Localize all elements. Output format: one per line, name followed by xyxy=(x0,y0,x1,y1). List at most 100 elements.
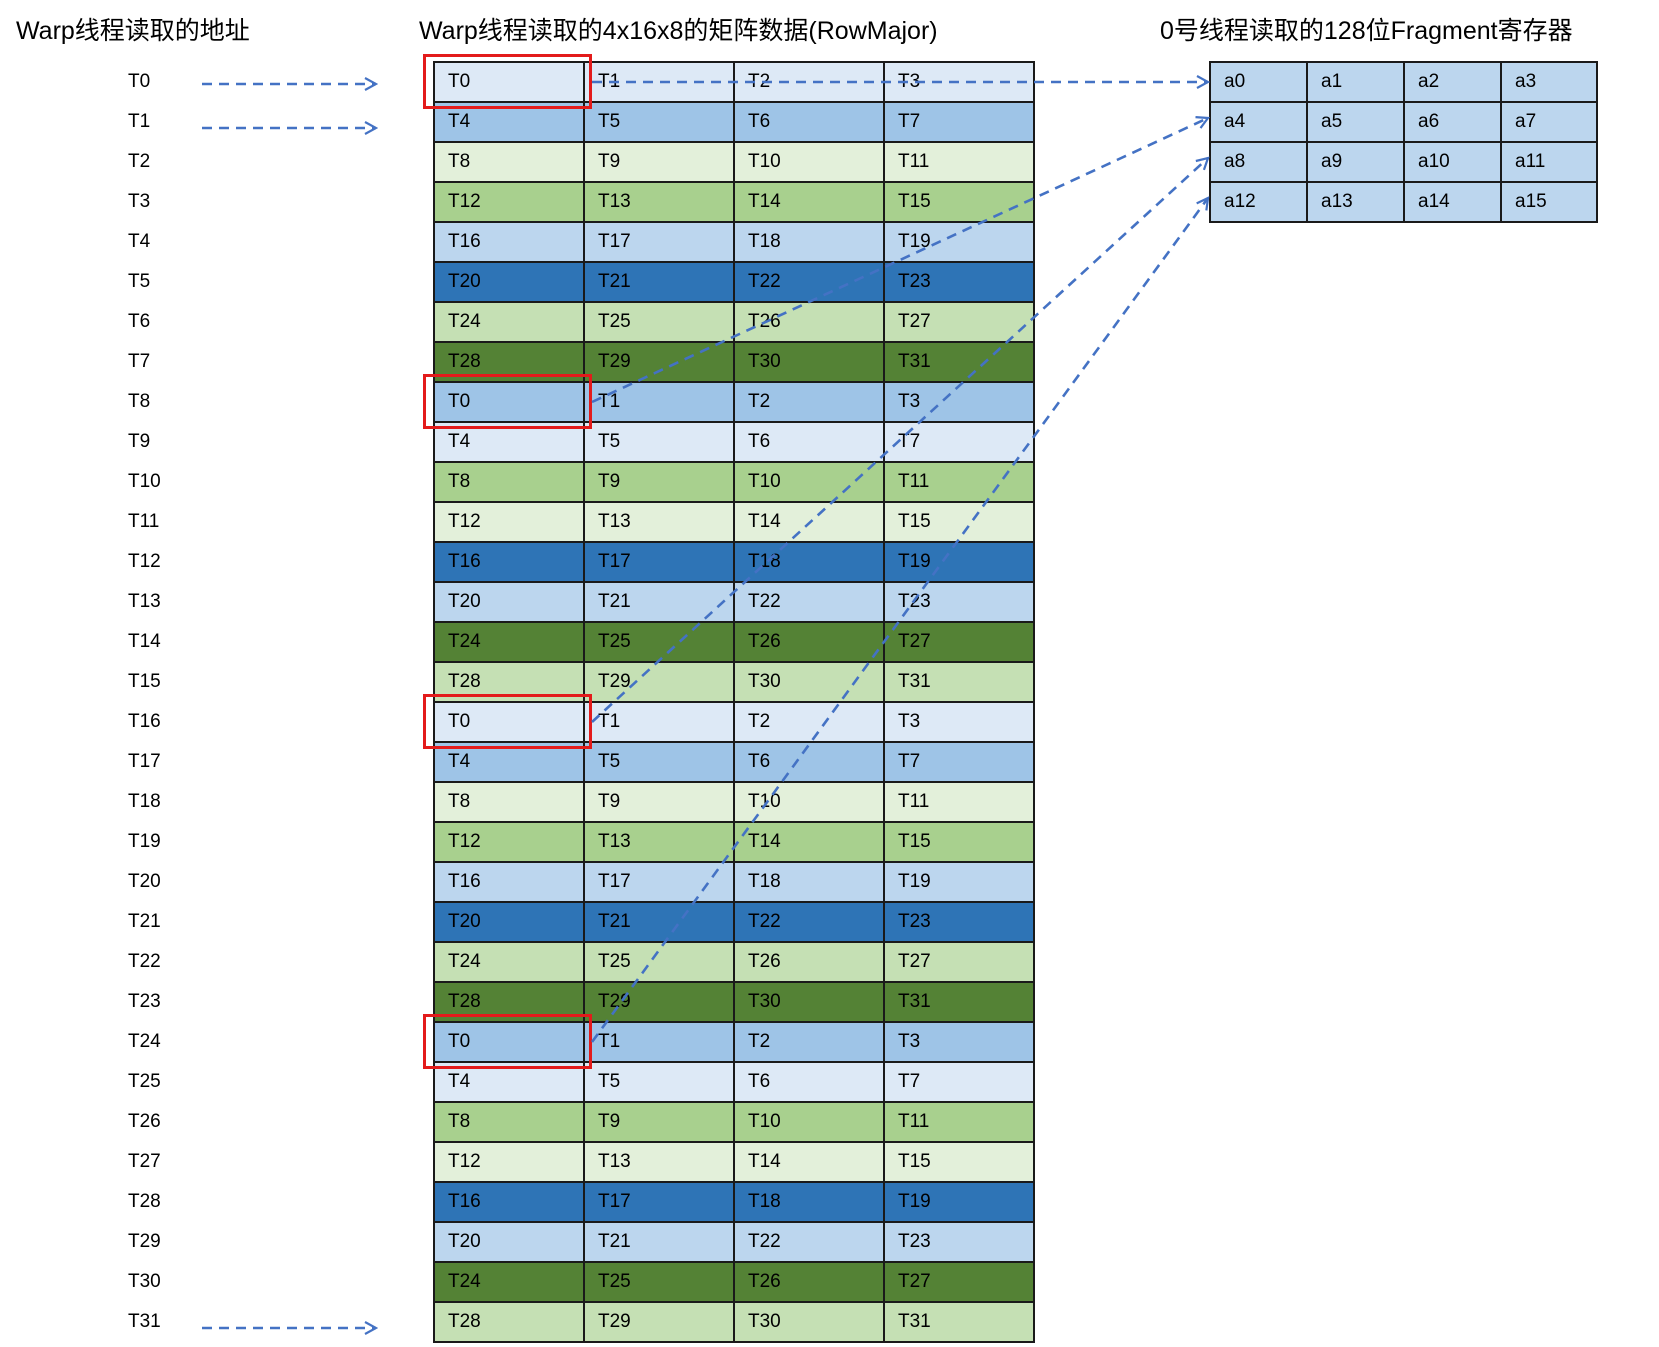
fragment-cell: a10 xyxy=(1403,141,1502,183)
matrix-cell: T11 xyxy=(883,461,1035,503)
thread-address-label: T11 xyxy=(128,511,160,532)
thread-address-label: T30 xyxy=(128,1271,161,1292)
matrix-cell: T9 xyxy=(583,781,735,823)
fragment-cell: a0 xyxy=(1209,61,1308,103)
matrix-cell: T18 xyxy=(733,861,885,903)
matrix-cell: T23 xyxy=(883,581,1035,623)
fragment-mapping-arrow xyxy=(591,158,1208,723)
thread-address-label: T27 xyxy=(128,1151,161,1172)
thread-address-label: T8 xyxy=(128,391,151,412)
matrix-cell: T6 xyxy=(733,741,885,783)
matrix-cell: T3 xyxy=(883,701,1035,743)
matrix-cell: T15 xyxy=(883,181,1035,223)
thread-address-label: T16 xyxy=(128,711,161,732)
fragment-cell: a15 xyxy=(1500,181,1598,223)
thread-address-label: T0 xyxy=(128,71,151,92)
matrix-cell: T24 xyxy=(433,621,585,663)
highlight-box xyxy=(423,54,592,109)
thread-address-label: T7 xyxy=(128,351,151,372)
matrix-cell: T23 xyxy=(883,901,1035,943)
matrix-cell: T14 xyxy=(733,1141,885,1183)
thread-address-label: T26 xyxy=(128,1111,161,1132)
title-thread-addresses: Warp线程读取的地址 xyxy=(16,17,250,45)
thread-address-label: T5 xyxy=(128,271,151,292)
thread-address-label: T28 xyxy=(128,1191,161,1212)
matrix-cell: T7 xyxy=(883,421,1035,463)
matrix-cell: T24 xyxy=(433,941,585,983)
matrix-cell: T24 xyxy=(433,301,585,343)
matrix-cell: T8 xyxy=(433,781,585,823)
highlight-box xyxy=(423,1014,592,1069)
matrix-cell: T15 xyxy=(883,501,1035,543)
matrix-cell: T21 xyxy=(583,901,735,943)
thread-address-label: T3 xyxy=(128,191,151,212)
matrix-cell: T20 xyxy=(433,1221,585,1263)
thread-address-label: T1 xyxy=(128,111,151,132)
matrix-cell: T13 xyxy=(583,1141,735,1183)
matrix-cell: T17 xyxy=(583,541,735,583)
thread-address-label: T31 xyxy=(128,1311,161,1332)
fragment-cell: a1 xyxy=(1306,61,1405,103)
matrix-cell: T8 xyxy=(433,141,585,183)
highlight-box xyxy=(423,374,592,429)
matrix-cell: T19 xyxy=(883,541,1035,583)
matrix-cell: T23 xyxy=(883,1221,1035,1263)
thread-address-label: T12 xyxy=(128,551,161,572)
matrix-cell: T13 xyxy=(583,181,735,223)
matrix-cell: T31 xyxy=(883,1301,1035,1343)
thread-address-label: T6 xyxy=(128,311,151,332)
matrix-cell: T9 xyxy=(583,1101,735,1143)
matrix-cell: T3 xyxy=(883,381,1035,423)
matrix-cell: T0 xyxy=(433,701,585,743)
matrix-cell: T18 xyxy=(733,1181,885,1223)
thread-address-label: T18 xyxy=(128,791,161,812)
matrix-cell: T22 xyxy=(733,1221,885,1263)
thread-address-label: T17 xyxy=(128,751,161,772)
thread-address-label: T25 xyxy=(128,1071,161,1092)
matrix-cell: T19 xyxy=(883,861,1035,903)
thread-address-label: T20 xyxy=(128,871,161,892)
matrix-cell: T1 xyxy=(583,381,735,423)
matrix-cell: T23 xyxy=(883,261,1035,303)
matrix-cell: T5 xyxy=(583,741,735,783)
matrix-cell: T11 xyxy=(883,141,1035,183)
matrix-cell: T8 xyxy=(433,1101,585,1143)
thread-address-label: T9 xyxy=(128,431,151,452)
matrix-cell: T0 xyxy=(433,61,585,103)
title-fragment-register: 0号线程读取的128位Fragment寄存器 xyxy=(1160,17,1573,45)
matrix-cell: T27 xyxy=(883,1261,1035,1303)
matrix-cell: T14 xyxy=(733,181,885,223)
thread-address-label: T24 xyxy=(128,1031,161,1052)
matrix-cell: T13 xyxy=(583,821,735,863)
thread-address-label: T21 xyxy=(128,911,161,932)
matrix-cell: T10 xyxy=(733,781,885,823)
matrix-cell: T11 xyxy=(883,1101,1035,1143)
fragment-cell: a9 xyxy=(1306,141,1405,183)
matrix-cell: T20 xyxy=(433,581,585,623)
matrix-cell: T28 xyxy=(433,1301,585,1343)
matrix-cell: T10 xyxy=(733,141,885,183)
matrix-cell: T22 xyxy=(733,581,885,623)
matrix-cell: T30 xyxy=(733,1301,885,1343)
thread-address-label: T19 xyxy=(128,831,161,852)
matrix-cell: T25 xyxy=(583,941,735,983)
matrix-cell: T29 xyxy=(583,341,735,383)
thread-address-label: T23 xyxy=(128,991,161,1012)
matrix-cell: T8 xyxy=(433,461,585,503)
matrix-cell: T5 xyxy=(583,1061,735,1103)
thread-address-label: T4 xyxy=(128,231,151,252)
matrix-cell: T29 xyxy=(583,1301,735,1343)
fragment-cell: a12 xyxy=(1209,181,1308,223)
fragment-mapping-arrow xyxy=(590,198,1208,1043)
matrix-cell: T6 xyxy=(733,1061,885,1103)
matrix-cell: T0 xyxy=(433,381,585,423)
matrix-cell: T24 xyxy=(433,1261,585,1303)
matrix-cell: T0 xyxy=(433,1021,585,1063)
matrix-cell: T6 xyxy=(733,421,885,463)
matrix-cell: T21 xyxy=(583,1221,735,1263)
thread-address-label: T29 xyxy=(128,1231,161,1252)
thread-address-label: T15 xyxy=(128,671,161,692)
matrix-cell: T17 xyxy=(583,861,735,903)
matrix-cell: T2 xyxy=(733,701,885,743)
